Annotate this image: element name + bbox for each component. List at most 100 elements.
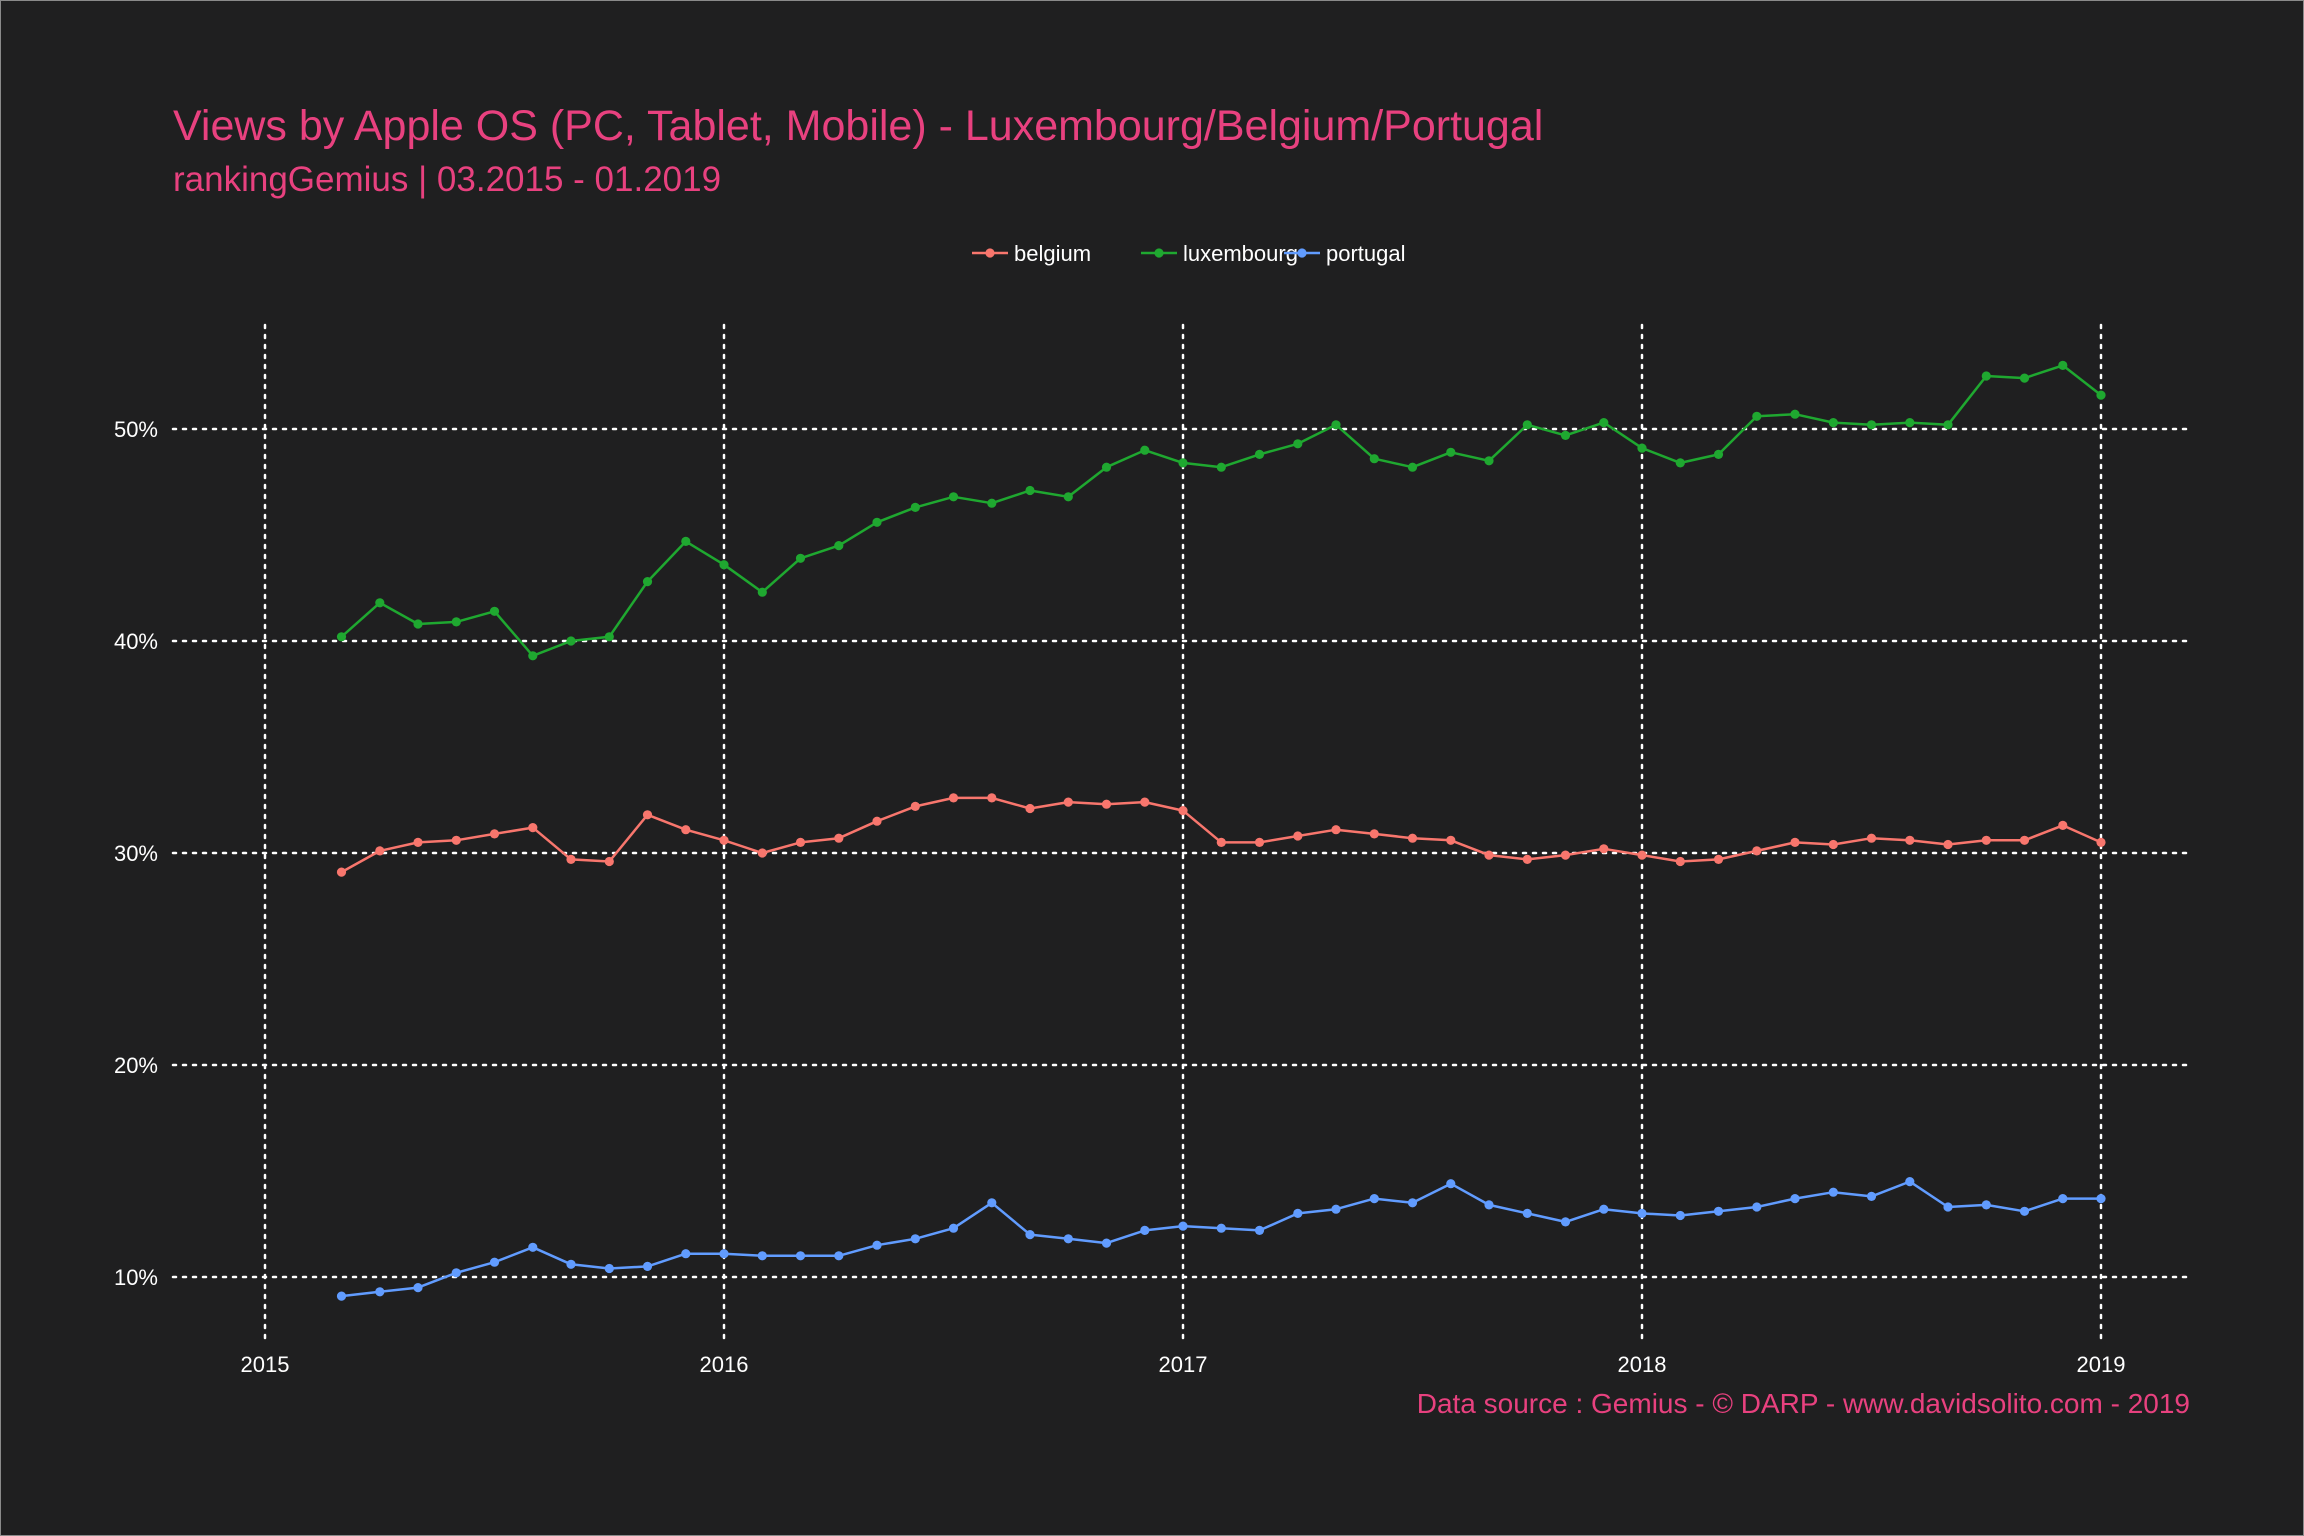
data-point-portugal — [1331, 1204, 1341, 1214]
data-point-belgium — [451, 835, 461, 845]
data-point-belgium — [528, 823, 538, 833]
data-point-belgium — [1025, 803, 1035, 814]
data-point-belgium — [1828, 839, 1838, 850]
data-point-belgium — [1866, 833, 1877, 843]
data-point-luxembourg — [681, 536, 691, 547]
data-point-belgium — [2058, 820, 2068, 831]
data-point-luxembourg — [1293, 439, 1303, 449]
data-point-luxembourg — [757, 587, 767, 597]
data-point-belgium — [1254, 837, 1265, 848]
chart-title: Views by Apple OS (PC, Tablet, Mobile) -… — [173, 102, 1544, 150]
data-point-portugal — [1293, 1208, 1303, 1218]
legend-label-luxembourg: luxembourg — [1183, 241, 1298, 266]
data-point-luxembourg — [1828, 418, 1838, 428]
data-point-luxembourg — [2019, 373, 2030, 383]
data-point-luxembourg — [1790, 409, 1800, 419]
data-point-luxembourg — [948, 492, 959, 502]
data-point-portugal — [834, 1251, 844, 1261]
data-point-portugal — [1752, 1202, 1762, 1212]
data-point-portugal — [413, 1283, 423, 1293]
data-point-luxembourg — [1981, 371, 1991, 381]
x-tick-label: 2017 — [1159, 1352, 1208, 1377]
data-point-portugal — [757, 1251, 767, 1261]
data-point-portugal — [1101, 1238, 1112, 1248]
legend-label-belgium: belgium — [1014, 241, 1091, 266]
data-point-luxembourg — [795, 553, 806, 563]
data-point-belgium — [1560, 850, 1571, 860]
data-point-belgium — [1178, 806, 1188, 816]
data-point-belgium — [1905, 835, 1915, 845]
data-point-portugal — [1369, 1194, 1379, 1204]
data-point-belgium — [1522, 854, 1532, 865]
data-point-luxembourg — [834, 541, 844, 551]
y-tick-label: 40% — [114, 629, 158, 654]
y-tick-label: 20% — [114, 1053, 158, 1078]
data-point-portugal — [795, 1251, 806, 1261]
data-point-luxembourg — [1866, 420, 1877, 430]
data-point-portugal — [681, 1249, 691, 1259]
data-point-belgium — [1484, 850, 1494, 860]
data-point-portugal — [1446, 1179, 1456, 1189]
data-point-portugal — [1484, 1200, 1494, 1210]
legend-key-point-luxembourg — [1154, 248, 1164, 258]
data-point-luxembourg — [1752, 411, 1762, 421]
data-point-belgium — [1369, 829, 1379, 839]
data-point-belgium — [910, 801, 920, 812]
series-line-portugal — [341, 1180, 2101, 1298]
data-point-portugal — [1178, 1221, 1188, 1231]
data-point-portugal — [1981, 1200, 1991, 1210]
data-point-portugal — [1216, 1223, 1226, 1233]
chart-subtitle: rankingGemius | 03.2015 - 01.2019 — [173, 160, 722, 199]
data-point-belgium — [375, 846, 385, 856]
data-point-portugal — [1675, 1210, 1685, 1221]
data-point-luxembourg — [1522, 420, 1532, 430]
data-point-belgium — [681, 825, 691, 835]
chart-caption: Data source : Gemius - © DARP - www.davi… — [1416, 1388, 2190, 1419]
data-point-belgium — [566, 854, 576, 865]
data-point-portugal — [489, 1257, 500, 1267]
data-point-belgium — [987, 793, 997, 803]
data-point-portugal — [336, 1291, 347, 1301]
data-point-luxembourg — [2058, 360, 2068, 370]
data-point-luxembourg — [528, 651, 538, 661]
data-point-belgium — [757, 848, 767, 858]
data-point-belgium — [1140, 797, 1150, 807]
data-point-luxembourg — [1943, 420, 1953, 430]
x-tick-label: 2019 — [2077, 1352, 2126, 1377]
legend-key-point-portugal — [1297, 248, 1307, 258]
y-tick-label: 50% — [114, 417, 158, 442]
data-point-portugal — [1713, 1206, 1724, 1216]
data-point-belgium — [1063, 797, 1073, 807]
data-point-belgium — [1446, 835, 1456, 845]
data-point-belgium — [642, 810, 653, 820]
data-point-luxembourg — [910, 502, 920, 512]
data-point-luxembourg — [1101, 462, 1112, 472]
data-point-luxembourg — [872, 517, 882, 527]
data-point-portugal — [1943, 1202, 1953, 1212]
data-point-belgium — [489, 829, 500, 839]
data-point-portugal — [1790, 1194, 1800, 1204]
data-point-luxembourg — [1484, 456, 1494, 466]
data-point-luxembourg — [987, 498, 997, 508]
data-point-belgium — [1790, 837, 1800, 848]
data-point-luxembourg — [1254, 449, 1265, 459]
data-point-belgium — [795, 837, 806, 848]
data-point-luxembourg — [1675, 458, 1685, 468]
data-point-belgium — [1331, 825, 1341, 835]
data-point-portugal — [910, 1234, 920, 1244]
legend-key-point-belgium — [985, 248, 995, 258]
data-point-luxembourg — [1446, 447, 1456, 457]
data-point-portugal — [566, 1259, 576, 1269]
data-point-belgium — [1943, 839, 1953, 850]
x-tick-label: 2015 — [241, 1352, 290, 1377]
data-point-luxembourg — [2096, 390, 2106, 400]
data-point-belgium — [1752, 846, 1762, 856]
y-tick-label: 10% — [114, 1265, 158, 1290]
data-point-luxembourg — [1140, 445, 1150, 455]
data-point-portugal — [375, 1287, 385, 1297]
data-point-portugal — [604, 1263, 614, 1274]
y-tick-label: 30% — [114, 841, 158, 866]
data-point-belgium — [2019, 835, 2030, 845]
